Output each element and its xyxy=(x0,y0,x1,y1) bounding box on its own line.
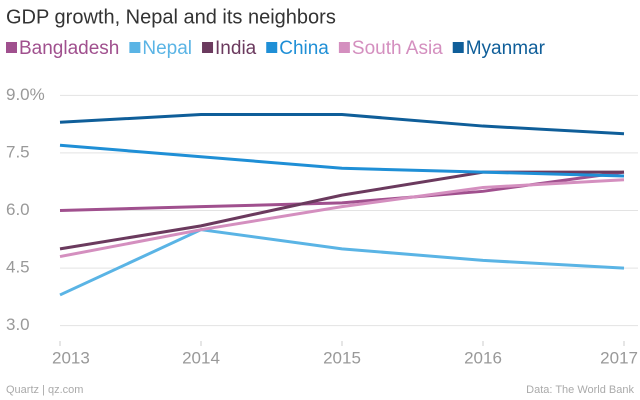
chart-title: GDP growth, Nepal and its neighbors xyxy=(6,6,336,28)
legend-swatch xyxy=(338,42,350,53)
y-tick-label: 4.5 xyxy=(6,258,30,277)
y-tick-label: 7.5 xyxy=(6,142,30,161)
legend-swatch xyxy=(266,42,278,53)
credit: Quartz | qz.com xyxy=(6,384,83,396)
series-line xyxy=(59,178,625,259)
series-line xyxy=(59,113,625,136)
series-line xyxy=(59,143,625,178)
legend-swatch xyxy=(452,42,464,53)
series-line xyxy=(59,228,625,297)
source: Data: The World Bank xyxy=(526,384,634,396)
x-tick-label: 2017 xyxy=(600,348,638,367)
legend-swatch xyxy=(129,42,141,53)
legend-label: India xyxy=(215,38,257,59)
x-tick-label: 2015 xyxy=(323,348,361,367)
legend-label: Bangladesh xyxy=(19,38,119,59)
x-tick-label: 2013 xyxy=(52,348,90,367)
legend-label: Myanmar xyxy=(466,38,546,59)
y-tick-label: 9.0% xyxy=(6,85,45,104)
legend-label: South Asia xyxy=(352,38,443,59)
x-tick-label: 2016 xyxy=(464,348,502,367)
legend-label: Nepal xyxy=(142,38,192,59)
series-line xyxy=(59,170,625,212)
legend-swatch xyxy=(6,42,17,53)
x-tick-label: 2014 xyxy=(182,348,220,367)
legend-label: China xyxy=(279,38,329,59)
y-tick-label: 3.0 xyxy=(6,315,30,334)
y-tick-label: 6.0 xyxy=(6,200,30,219)
legend-swatch xyxy=(202,42,214,53)
